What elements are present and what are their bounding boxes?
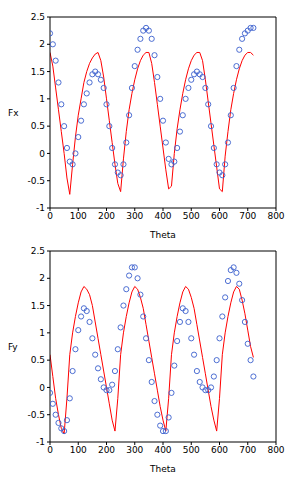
- svg-text:200: 200: [98, 211, 115, 221]
- svg-text:0: 0: [39, 383, 45, 393]
- svg-text:-0.5: -0.5: [27, 176, 45, 186]
- svg-text:400: 400: [154, 211, 171, 221]
- svg-text:2: 2: [39, 273, 45, 283]
- svg-text:500: 500: [183, 445, 200, 455]
- svg-text:0.5: 0.5: [31, 355, 45, 365]
- svg-text:200: 200: [98, 445, 115, 455]
- svg-text:2.5: 2.5: [31, 12, 45, 22]
- svg-text:100: 100: [70, 445, 87, 455]
- svg-text:1: 1: [39, 328, 45, 338]
- svg-text:700: 700: [239, 211, 256, 221]
- svg-text:700: 700: [239, 445, 256, 455]
- svg-text:500: 500: [183, 211, 200, 221]
- svg-text:300: 300: [126, 211, 143, 221]
- svg-text:0: 0: [39, 149, 45, 159]
- svg-text:-1: -1: [36, 437, 45, 447]
- svg-text:800: 800: [267, 445, 284, 455]
- svg-text:-1: -1: [36, 203, 45, 213]
- svg-text:2.5: 2.5: [31, 246, 45, 256]
- svg-text:1: 1: [39, 94, 45, 104]
- svg-text:300: 300: [126, 445, 143, 455]
- svg-text:1.5: 1.5: [31, 67, 45, 77]
- svg-text:Fy: Fy: [8, 342, 18, 352]
- svg-text:600: 600: [211, 445, 228, 455]
- svg-text:-0.5: -0.5: [27, 410, 45, 420]
- svg-text:Theta: Theta: [149, 230, 176, 240]
- svg-text:800: 800: [267, 211, 284, 221]
- svg-text:2: 2: [39, 39, 45, 49]
- svg-text:400: 400: [154, 445, 171, 455]
- svg-text:600: 600: [211, 211, 228, 221]
- svg-text:1.5: 1.5: [31, 301, 45, 311]
- svg-text:Fx: Fx: [8, 108, 19, 118]
- svg-text:0.5: 0.5: [31, 121, 45, 131]
- svg-text:0: 0: [47, 445, 53, 455]
- svg-text:0: 0: [47, 211, 53, 221]
- svg-text:Theta: Theta: [149, 464, 176, 474]
- svg-text:100: 100: [70, 211, 87, 221]
